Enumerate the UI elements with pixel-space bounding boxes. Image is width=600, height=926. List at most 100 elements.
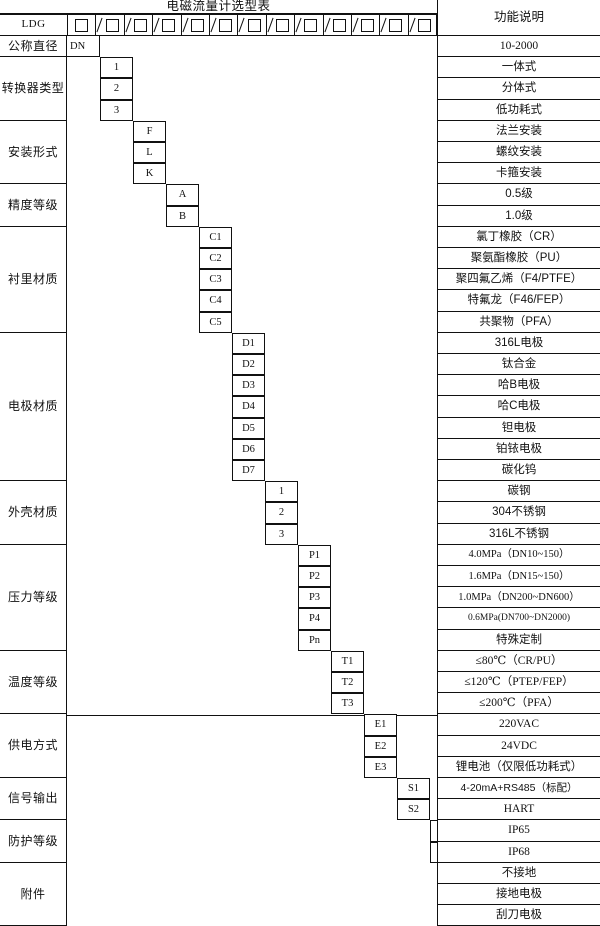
code-slot-base[interactable] xyxy=(68,15,97,35)
description-cell-12-2: 刮刀电极 xyxy=(437,905,600,926)
description-cell-7-0: 4.0MPa（DN10~150） xyxy=(437,544,600,566)
row-label-1: 转换器类型 xyxy=(0,57,67,121)
code-cell-7-2[interactable]: P3 xyxy=(298,587,331,609)
description-cell-6-1: 304不锈钢 xyxy=(437,502,600,524)
code-placeholder-box-icon[interactable] xyxy=(304,18,318,32)
code-cell-5-6[interactable]: D7 xyxy=(232,460,265,482)
code-cell-6-1[interactable]: 2 xyxy=(265,502,298,524)
code-placeholder-box-icon[interactable] xyxy=(361,18,375,32)
description-cell-4-4: 共聚物（PFA） xyxy=(437,311,600,333)
code-slot-7[interactable] xyxy=(267,15,296,35)
description-cell-8-1: ≤120℃（PTEP/FEP） xyxy=(437,672,600,694)
description-cell-3-1: 1.0级 xyxy=(437,205,600,227)
code-cell-1-2[interactable]: 3 xyxy=(100,99,133,121)
description-cell-7-1: 1.6MPa（DN15~150） xyxy=(437,566,600,588)
code-cell-6-2[interactable]: 3 xyxy=(265,523,298,545)
code-slot-2[interactable] xyxy=(125,15,154,35)
code-cell-3-1[interactable]: B xyxy=(166,205,199,227)
code-slot-8[interactable] xyxy=(295,15,324,35)
code-cell-9-0[interactable]: E1 xyxy=(364,714,397,736)
description-cell-8-2: ≤200℃（PFA） xyxy=(437,693,600,715)
code-slot-3[interactable] xyxy=(153,15,182,35)
code-placeholder-box-icon[interactable] xyxy=(190,18,204,32)
code-slot-9[interactable] xyxy=(323,15,352,35)
description-cell-5-6: 碳化钨 xyxy=(437,460,600,482)
code-cell-7-0[interactable]: P1 xyxy=(298,544,331,566)
description-cell-9-2: 锂电池（仅限低功耗式） xyxy=(437,756,600,778)
code-cell-7-3[interactable]: P4 xyxy=(298,608,331,630)
code-cell-4-4[interactable]: C5 xyxy=(199,311,232,333)
code-cell-10-0[interactable]: S1 xyxy=(397,778,430,800)
code-cell-1-1[interactable]: 2 xyxy=(100,78,133,100)
description-cell-2-0: 法兰安装 xyxy=(437,120,600,142)
table-title: 电磁流量计选型表 xyxy=(0,0,437,14)
code-cell-7-1[interactable]: P2 xyxy=(298,566,331,588)
description-cell-5-5: 铂铱电极 xyxy=(437,438,600,460)
code-slot-4[interactable] xyxy=(182,15,210,35)
model-code-bar xyxy=(67,14,438,36)
code-slot-1[interactable] xyxy=(96,15,125,35)
code-cell-5-5[interactable]: D6 xyxy=(232,438,265,460)
description-cell-6-0: 碳钢 xyxy=(437,481,600,503)
code-slot-11[interactable] xyxy=(380,15,409,35)
code-placeholder-box-icon[interactable] xyxy=(75,18,89,32)
code-placeholder-box-icon[interactable] xyxy=(247,18,261,32)
description-cell-4-3: 特氟龙（F46/FEP） xyxy=(437,290,600,312)
code-cell-5-2[interactable]: D3 xyxy=(232,375,265,397)
code-placeholder-box-icon[interactable] xyxy=(417,18,431,32)
code-cell-2-1[interactable]: L xyxy=(133,142,166,164)
slash-separator-icon xyxy=(267,17,274,33)
code-cell-7-4[interactable]: Pn xyxy=(298,629,331,651)
code-cell-2-2[interactable]: K xyxy=(133,163,166,185)
description-cell-5-1: 钛合金 xyxy=(437,354,600,376)
slash-separator-icon xyxy=(352,17,359,33)
description-cell-1-1: 分体式 xyxy=(437,78,600,100)
row-label-11: 防护等级 xyxy=(0,820,67,863)
description-cell-5-4: 钽电极 xyxy=(437,417,600,439)
code-slot-6[interactable] xyxy=(238,15,267,35)
code-cell-3-0[interactable]: A xyxy=(166,184,199,206)
code-cell-5-3[interactable]: D4 xyxy=(232,396,265,418)
description-cell-7-2: 1.0MPa（DN200~DN600） xyxy=(437,587,600,609)
code-placeholder-box-icon[interactable] xyxy=(275,18,289,32)
description-cell-12-1: 接地电极 xyxy=(437,884,600,906)
code-slot-12[interactable] xyxy=(409,15,438,35)
description-cell-5-0: 316L电极 xyxy=(437,332,600,354)
description-cell-9-1: 24VDC xyxy=(437,735,600,757)
code-slot-10[interactable] xyxy=(352,15,381,35)
slash-separator-icon xyxy=(380,17,387,33)
code-placeholder-box-icon[interactable] xyxy=(219,18,233,32)
code-cell-8-0[interactable]: T1 xyxy=(331,650,364,672)
code-cell-6-0[interactable]: 1 xyxy=(265,481,298,503)
code-cell-4-0[interactable]: C1 xyxy=(199,226,232,248)
slash-separator-icon xyxy=(238,17,245,33)
code-cell-9-1[interactable]: E2 xyxy=(364,735,397,757)
code-placeholder-box-icon[interactable] xyxy=(162,18,176,32)
description-cell-1-0: 一体式 xyxy=(437,57,600,79)
code-placeholder-box-icon[interactable] xyxy=(389,18,403,32)
code-cell-2-0[interactable]: F xyxy=(133,120,166,142)
code-cell-8-1[interactable]: T2 xyxy=(331,672,364,694)
code-cell-1-0[interactable]: 1 xyxy=(100,57,133,79)
code-cell-5-1[interactable]: D2 xyxy=(232,354,265,376)
row-label-10: 信号输出 xyxy=(0,778,67,821)
code-slot-5[interactable] xyxy=(210,15,239,35)
code-cell-8-2[interactable]: T3 xyxy=(331,693,364,715)
code-placeholder-box-icon[interactable] xyxy=(105,18,119,32)
slash-separator-icon xyxy=(96,17,103,33)
code-placeholder-box-icon[interactable] xyxy=(133,18,147,32)
code-cell-4-3[interactable]: C4 xyxy=(199,290,232,312)
code-cell-10-1[interactable]: S2 xyxy=(397,799,430,821)
code-cell-9-2[interactable]: E3 xyxy=(364,756,397,778)
row-label-8: 温度等级 xyxy=(0,650,67,715)
code-cell-4-2[interactable]: C3 xyxy=(199,269,232,291)
slash-separator-icon xyxy=(210,17,217,33)
description-cell-11-0: IP65 xyxy=(437,820,600,842)
code-cell-5-4[interactable]: D5 xyxy=(232,417,265,439)
code-cell-5-0[interactable]: D1 xyxy=(232,332,265,354)
code-cell-4-1[interactable]: C2 xyxy=(199,248,232,270)
description-cell-4-0: 氯丁橡胶（CR） xyxy=(437,226,600,248)
description-cell-0-0: 10-2000 xyxy=(437,36,600,58)
description-cell-5-2: 哈B电极 xyxy=(437,375,600,397)
code-placeholder-box-icon[interactable] xyxy=(332,18,346,32)
